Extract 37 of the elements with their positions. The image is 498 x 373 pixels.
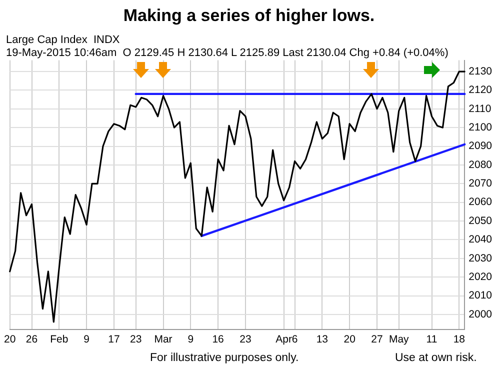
y-tick-label: 2050 bbox=[468, 214, 492, 227]
x-tick-label: 9 bbox=[84, 334, 90, 346]
y-tick-label: 2110 bbox=[468, 102, 492, 115]
y-tick-label: 2010 bbox=[468, 290, 492, 302]
y-tick-label: 2040 bbox=[468, 234, 492, 246]
y-tick-label: 2070 bbox=[468, 178, 492, 190]
text: Use at own risk. bbox=[395, 352, 477, 364]
text: 19-May-2015 10:46am O 2129.45 H 2130.64 L 2125.89 Last 2130.04 Chg +0.84 (+0.04%) bbox=[6, 47, 448, 59]
x-tick-label: 16 bbox=[212, 334, 224, 346]
x-tick-label: 9 bbox=[188, 334, 194, 346]
x-tick-label: 6 bbox=[292, 334, 298, 346]
y-tick-label: 2090 bbox=[468, 140, 492, 152]
x-tick-label: 23 bbox=[240, 334, 252, 346]
y-tick-label: 2100 bbox=[468, 121, 492, 134]
x-tick-label: Feb bbox=[50, 334, 68, 346]
text: Large Cap Index INDX bbox=[6, 34, 120, 46]
x-tick-label: May bbox=[388, 334, 410, 346]
x-tick-label: 11 bbox=[426, 334, 438, 346]
x-tick-label: Apr bbox=[276, 334, 292, 346]
chart-title: Making a series of higher lows. bbox=[122, 6, 376, 26]
x-tick-label: 17 bbox=[108, 334, 120, 346]
x-tick-label: 27 bbox=[371, 334, 383, 346]
x-tick-label: 20 bbox=[4, 334, 16, 346]
y-tick-label: 2080 bbox=[468, 158, 492, 171]
y-tick-label: 2120 bbox=[468, 84, 492, 96]
x-tick-label: 20 bbox=[344, 334, 356, 346]
y-tick-label: 2020 bbox=[468, 270, 492, 283]
x-tick-label: 13 bbox=[316, 334, 328, 346]
x-tick-label: Mar bbox=[154, 334, 173, 346]
y-tick-label: 2130 bbox=[468, 65, 492, 78]
text: For illustrative purposes only. bbox=[150, 352, 299, 364]
y-tick-label: 2030 bbox=[468, 252, 492, 264]
x-tick-label: 23 bbox=[130, 334, 142, 346]
x-tick-label: 18 bbox=[453, 334, 466, 346]
x-tick-label: 26 bbox=[26, 334, 38, 346]
y-tick-label: 2060 bbox=[468, 196, 492, 208]
y-tick-label: 2000 bbox=[468, 308, 492, 320]
